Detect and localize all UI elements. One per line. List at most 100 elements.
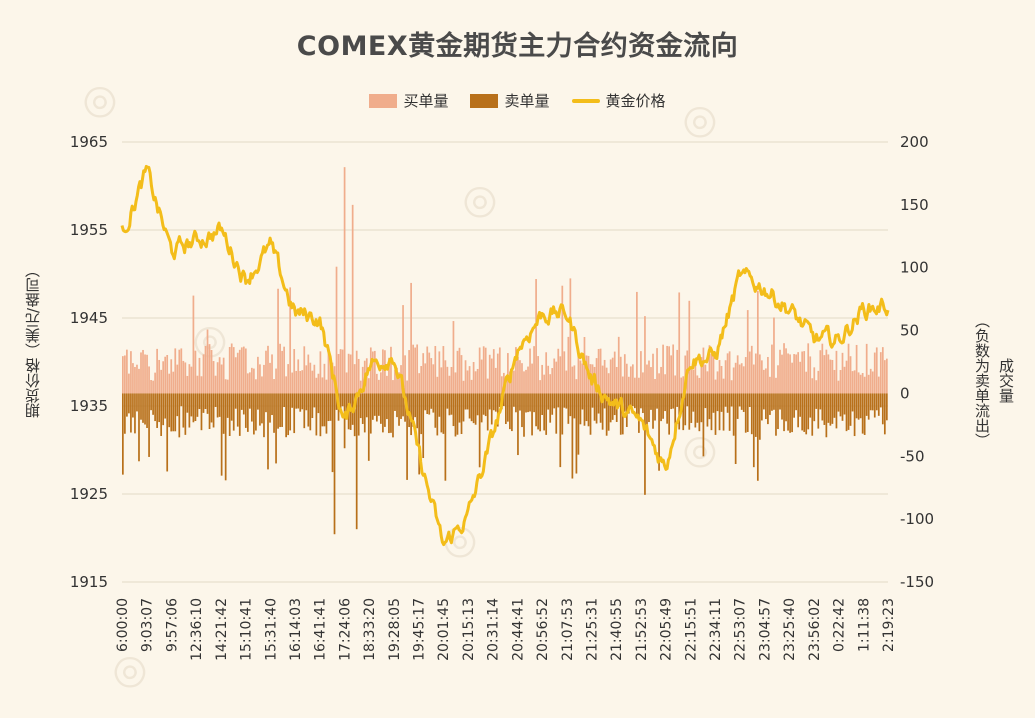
bar-sell (672, 393, 675, 409)
bar-buy (341, 349, 344, 394)
bar-sell (785, 393, 787, 422)
bar-buy (202, 354, 205, 394)
bar-buy (722, 378, 725, 394)
bar-sell (196, 393, 199, 417)
bar-buy (204, 345, 207, 394)
bar-sell (728, 393, 731, 431)
bar-sell (343, 393, 346, 449)
bar-sell (164, 393, 167, 419)
bar-buy (444, 360, 447, 394)
bar-buy (777, 365, 779, 394)
bar-buy (180, 348, 183, 394)
bar-sell (611, 393, 614, 420)
x-tick-label: 16:14:03 (288, 598, 304, 661)
bar-sell (873, 393, 876, 418)
bar-sell (295, 393, 298, 409)
bar-sell (406, 393, 408, 480)
bar-buy (420, 366, 423, 394)
bar-sell (339, 393, 342, 409)
bar-buy (549, 374, 552, 394)
bar-sell (146, 393, 148, 428)
bar-buy (210, 349, 213, 394)
bar-buy (349, 354, 352, 394)
bar-buy (577, 357, 580, 394)
bar-sell (660, 393, 662, 422)
bar-sell (180, 393, 183, 407)
x-tick-label: 21:07:53 (560, 598, 576, 661)
bar-buy (734, 362, 737, 394)
y-left-tick-label: 1915 (70, 573, 108, 591)
bar-sell (194, 393, 197, 422)
bar-sell (130, 393, 132, 433)
bar-buy (436, 376, 439, 394)
bar-sell (726, 393, 729, 413)
bar-buy (706, 371, 709, 394)
bar-sell (418, 393, 421, 475)
bar-buy (638, 377, 640, 394)
bar-buy (531, 363, 533, 394)
bar-buy (664, 374, 666, 394)
bar-sell (763, 393, 765, 410)
bar-sell (553, 393, 556, 409)
y-left-tick-label: 1965 (70, 133, 108, 151)
bar-buy (527, 366, 529, 394)
bar-buy (335, 266, 338, 394)
bar-sell (793, 393, 795, 418)
bar-buy (595, 358, 598, 394)
bar-buy (313, 364, 316, 394)
bar-buy (730, 380, 733, 394)
bar-sell (192, 393, 195, 423)
bar-sell (813, 393, 816, 422)
bar-sell (148, 393, 150, 457)
bar-sell (448, 393, 451, 416)
bar-buy (599, 348, 602, 394)
bar-sell (168, 393, 171, 428)
bar-sell (835, 393, 838, 429)
bar-buy (867, 374, 870, 394)
bar-buy (380, 372, 382, 394)
bar-sell (549, 393, 552, 423)
bar-buy (601, 365, 604, 394)
bar-sell (658, 393, 660, 471)
bar-sell (277, 393, 279, 429)
bar-sell (248, 393, 251, 409)
bar-buy (396, 367, 398, 394)
bar-sell (742, 393, 745, 412)
bar-buy (547, 365, 550, 394)
x-tick-label: 20:15:13 (461, 598, 477, 661)
bar-buy (319, 351, 322, 394)
bar-buy (758, 354, 761, 394)
x-tick-label: 19:28:05 (387, 598, 403, 661)
bar-buy (414, 347, 417, 394)
bar-buy (124, 355, 126, 394)
bar-buy (130, 351, 132, 394)
bar-sell (803, 393, 806, 432)
bar-sell (654, 393, 656, 421)
bar-sell (585, 393, 588, 422)
bar-sell (140, 393, 142, 420)
bar-buy (634, 377, 636, 394)
bar-sell (543, 393, 546, 431)
bar-buy (273, 379, 275, 394)
bar-buy (767, 356, 769, 394)
bar-buy (297, 359, 300, 394)
bar-buy (134, 366, 136, 394)
x-tick-label: 9:57:06 (164, 598, 180, 652)
bar-sell (353, 393, 356, 437)
bar-sell (623, 393, 626, 412)
bar-sell (152, 393, 154, 415)
bar-sell (398, 393, 400, 426)
bar-buy (248, 372, 251, 394)
bar-buy (746, 310, 749, 394)
bar-buy (702, 347, 705, 394)
bar-sell (819, 393, 822, 410)
x-tick-label: 20:31:14 (486, 598, 502, 661)
bar-sell (527, 393, 529, 413)
bar-sell (122, 393, 124, 475)
bar-buy (208, 344, 211, 394)
bar-sell (817, 393, 820, 429)
bar-sell (720, 393, 723, 412)
bar-buy (166, 355, 169, 394)
bar-sell (670, 393, 673, 410)
